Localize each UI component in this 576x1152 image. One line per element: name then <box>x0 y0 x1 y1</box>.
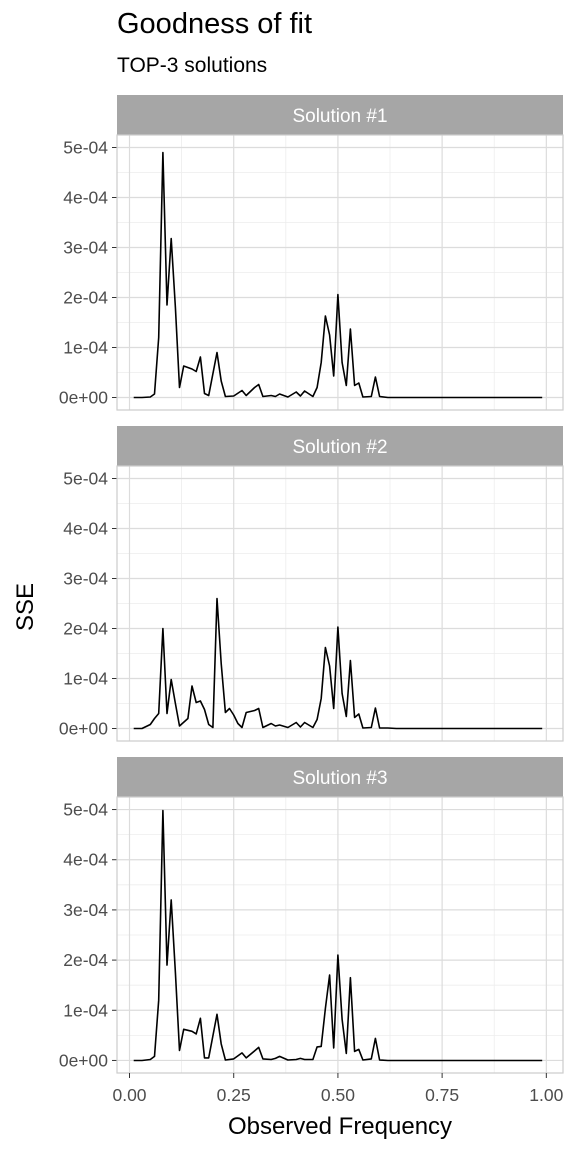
facet-strip-label: Solution #3 <box>292 768 387 789</box>
panel-border <box>116 796 564 1074</box>
x-tick-label: 0.50 <box>321 1085 355 1105</box>
y-tick-label: 4e-04 <box>63 519 108 539</box>
y-tick-label: 3e-04 <box>63 238 108 258</box>
x-axis-label: Observed Frequency <box>228 1113 452 1140</box>
y-tick-label: 5e-04 <box>63 138 108 158</box>
facet-strip <box>117 95 563 135</box>
facet-strip-label: Solution #2 <box>292 437 387 458</box>
y-tick-label: 0e+00 <box>59 719 108 739</box>
y-tick-label: 5e-04 <box>63 800 108 820</box>
x-tick-label: 0.75 <box>425 1085 459 1105</box>
series-line <box>133 597 543 730</box>
y-tick-label: 5e-04 <box>63 469 108 489</box>
x-tick-label: 0.25 <box>217 1085 251 1105</box>
y-tick-label: 3e-04 <box>63 569 108 589</box>
x-tick-label: 1.00 <box>529 1085 563 1105</box>
y-tick-label: 4e-04 <box>63 850 108 870</box>
panel-border <box>116 465 564 742</box>
y-tick-label: 2e-04 <box>63 288 108 308</box>
chart-title: Goodness of fit <box>117 8 313 40</box>
y-tick-label: 2e-04 <box>63 619 108 639</box>
y-tick-label: 1e-04 <box>63 338 108 358</box>
y-axis-label: SSE <box>12 583 39 631</box>
panel-border <box>116 134 564 411</box>
facet-strip <box>117 757 563 797</box>
series-line <box>133 809 543 1062</box>
x-tick-label: 0.00 <box>112 1085 146 1105</box>
facet-strip <box>117 426 563 466</box>
y-tick-label: 3e-04 <box>63 900 108 920</box>
facet-strip-label: Solution #1 <box>292 106 387 127</box>
y-tick-label: 4e-04 <box>63 188 108 208</box>
series-line <box>133 151 543 399</box>
y-tick-label: 1e-04 <box>63 1000 108 1020</box>
y-tick-label: 2e-04 <box>63 950 108 970</box>
y-tick-label: 1e-04 <box>63 669 108 689</box>
chart-subtitle: TOP-3 solutions <box>117 54 268 77</box>
y-tick-label: 0e+00 <box>59 388 108 408</box>
y-tick-label: 0e+00 <box>59 1050 108 1070</box>
